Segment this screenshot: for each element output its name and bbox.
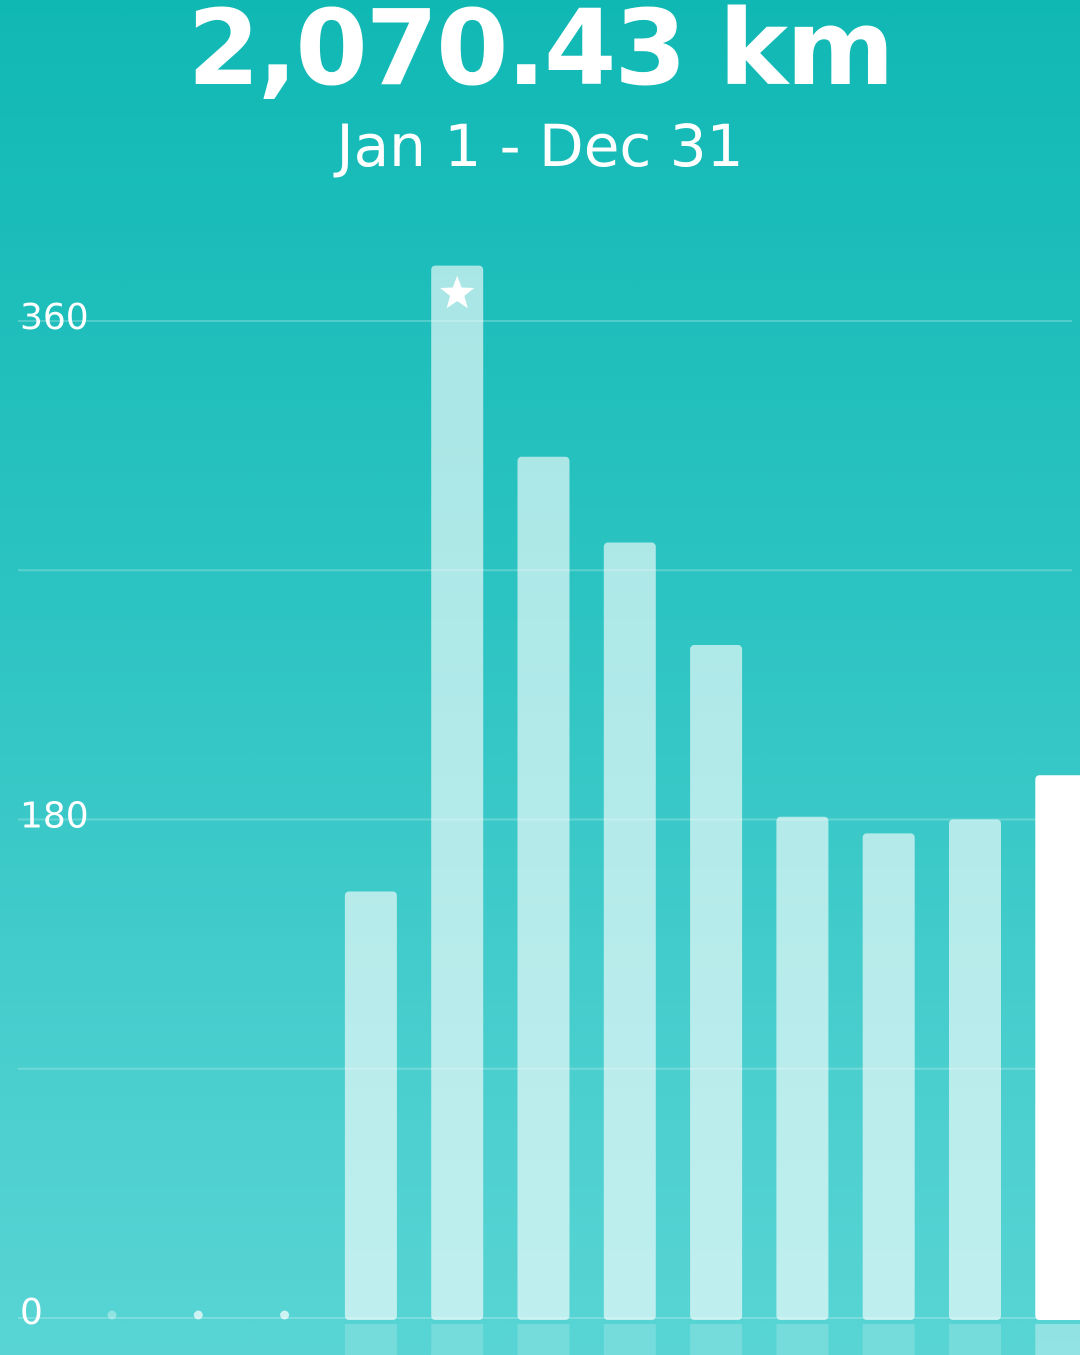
bar[interactable] <box>862 833 915 1320</box>
y-tick-label: 360 <box>20 297 89 338</box>
bar[interactable] <box>603 542 656 1320</box>
bar-reflection <box>344 1324 397 1355</box>
bar-reflection <box>862 1324 915 1355</box>
star-icon <box>440 275 475 309</box>
bar-empty-dot[interactable] <box>280 1310 290 1320</box>
y-tick-label: 180 <box>20 796 89 837</box>
bar-reflection <box>949 1324 1001 1355</box>
bar[interactable] <box>344 891 397 1320</box>
bar[interactable] <box>517 456 570 1321</box>
bar[interactable] <box>949 819 1001 1321</box>
bar-selected[interactable] <box>1035 775 1080 1320</box>
bar-reflection <box>1035 1324 1080 1355</box>
bar-empty-dot[interactable] <box>193 1310 203 1320</box>
bar-reflection <box>776 1324 829 1355</box>
bar[interactable] <box>776 816 829 1320</box>
bar[interactable] <box>690 645 743 1320</box>
total-distance: 2,070.43 km <box>187 0 895 109</box>
bar-reflection <box>690 1324 743 1355</box>
date-range: Jan 1 - Dec 31 <box>336 112 744 180</box>
bar-reflection <box>603 1324 656 1355</box>
bar-reflection <box>517 1324 570 1355</box>
y-tick-label: 0 <box>20 1292 43 1333</box>
bar-empty-dot[interactable] <box>107 1310 117 1320</box>
bar[interactable] <box>431 265 484 1321</box>
bar-reflection <box>431 1324 484 1355</box>
